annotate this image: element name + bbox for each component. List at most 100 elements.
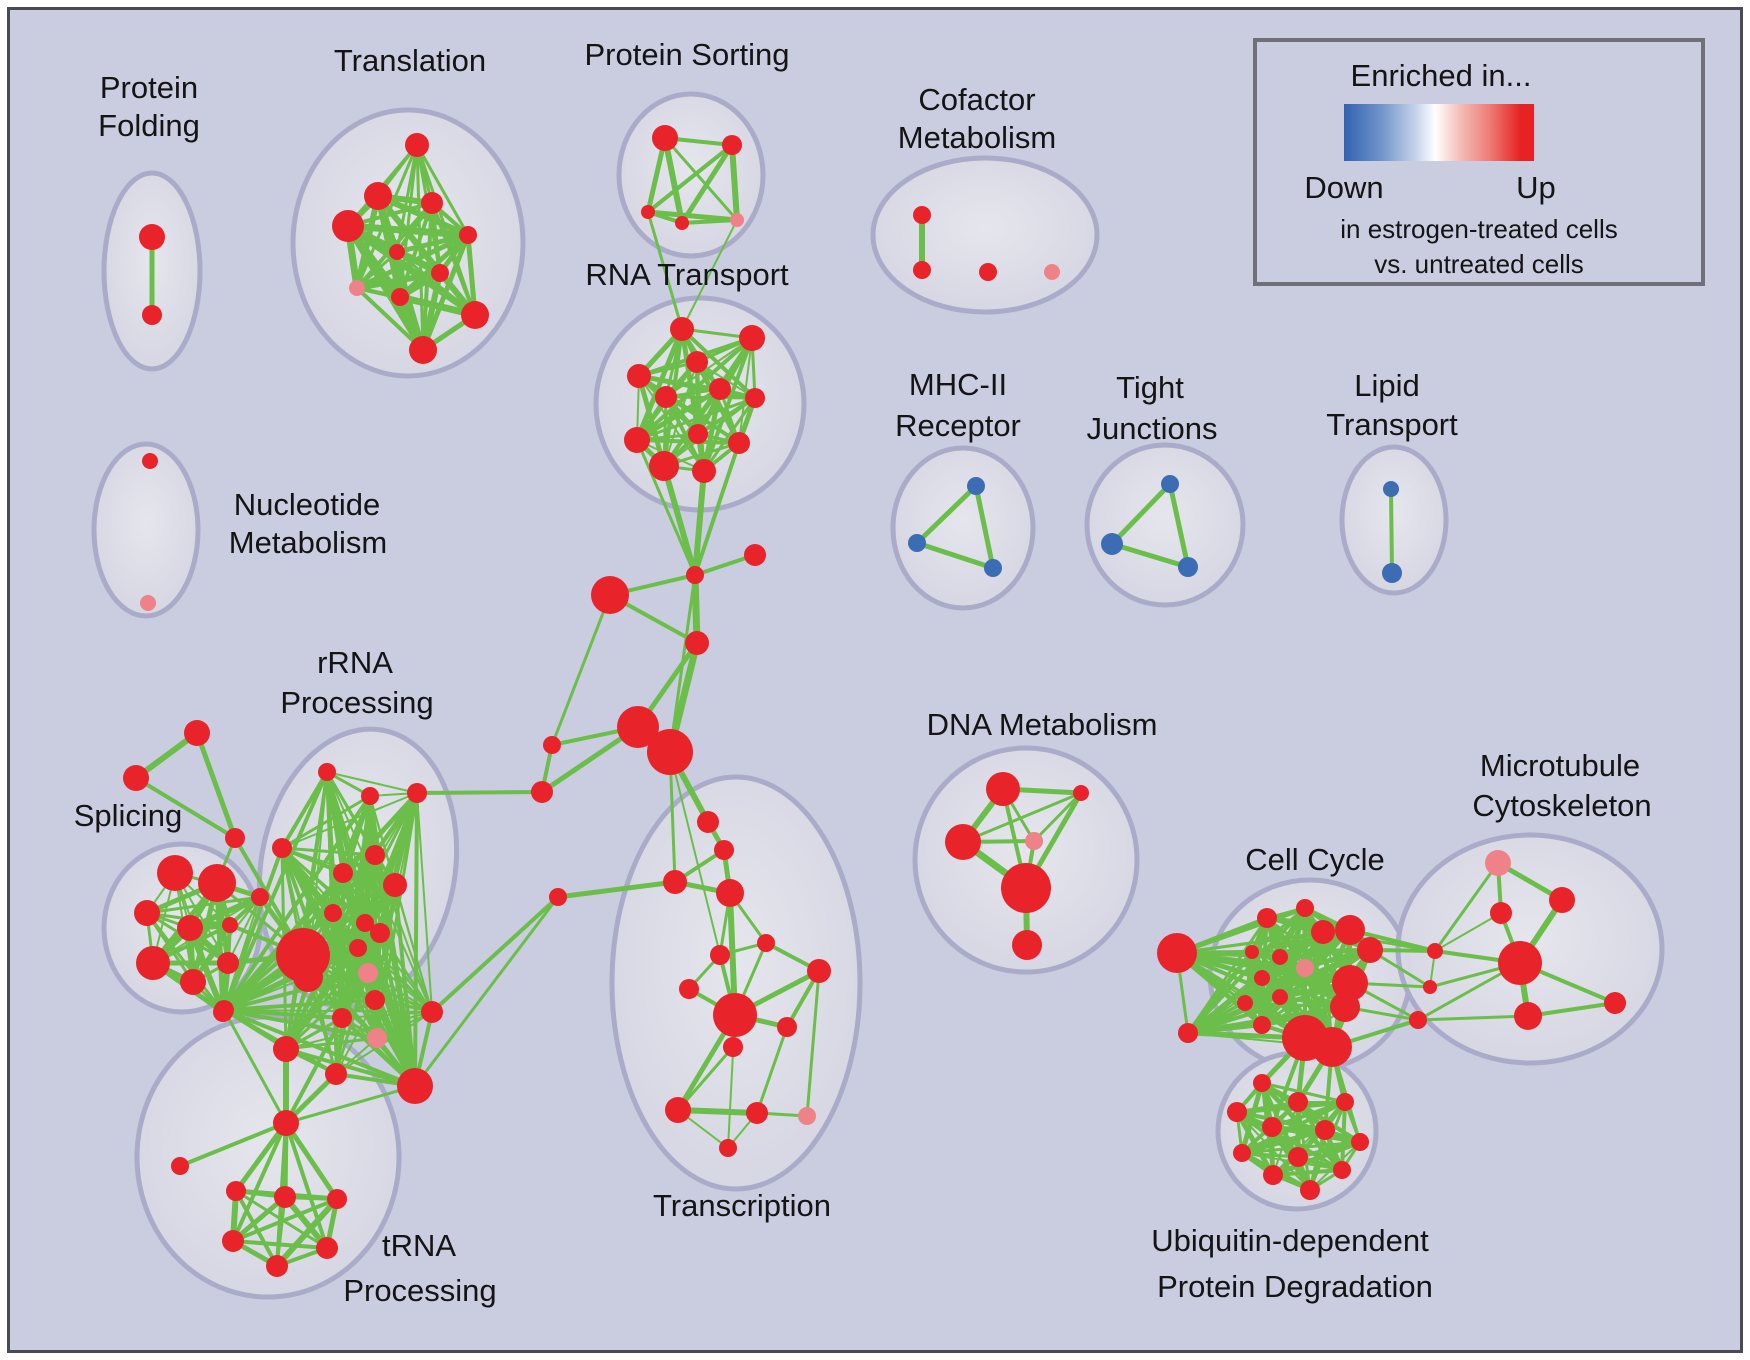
gene-set-node xyxy=(349,939,367,957)
tight-junctions-label: Tight xyxy=(1116,370,1184,405)
gene-set-node xyxy=(266,1255,288,1277)
gene-set-node xyxy=(1073,785,1089,801)
cofactor-metabolism-label: Metabolism xyxy=(898,120,1057,155)
gene-set-node xyxy=(745,388,765,408)
splicing-label: Splicing xyxy=(74,798,183,833)
edge xyxy=(230,1194,288,1244)
gene-set-node xyxy=(624,427,650,453)
gene-set-node xyxy=(967,477,985,495)
gene-set-node xyxy=(798,1107,816,1125)
gene-set-node xyxy=(617,706,659,748)
gene-set-node xyxy=(1296,959,1314,977)
gene-set-node xyxy=(1336,1093,1354,1111)
gene-set-node xyxy=(697,811,719,833)
edge xyxy=(344,222,472,239)
edge xyxy=(194,730,238,841)
gene-set-node xyxy=(1315,1120,1335,1140)
edge xyxy=(357,947,433,1013)
gene-set-node xyxy=(1233,1144,1251,1162)
gene-set-node xyxy=(649,451,679,481)
gene-set-node xyxy=(273,1110,299,1136)
gene-set-node xyxy=(627,364,651,388)
gene-set-node xyxy=(367,1028,387,1048)
gene-set-node xyxy=(549,888,567,906)
edge xyxy=(134,776,237,840)
gene-set-node xyxy=(461,301,489,329)
nucleotide-metabolism-label: Metabolism xyxy=(229,525,388,560)
gene-set-node xyxy=(1335,915,1365,945)
edge xyxy=(285,1011,433,1050)
edge xyxy=(680,218,739,225)
edge xyxy=(233,1120,289,1194)
lipid-transport-label: Lipid xyxy=(1354,368,1420,403)
gene-set-node xyxy=(184,720,210,746)
gene-set-node xyxy=(1012,930,1042,960)
edge xyxy=(1272,1101,1346,1176)
gene-set-node xyxy=(272,838,292,858)
edge xyxy=(282,1194,330,1251)
edge xyxy=(222,1008,417,1088)
edge xyxy=(914,540,996,571)
gene-set-node xyxy=(744,544,766,566)
edge xyxy=(661,463,698,578)
gene-set-node xyxy=(389,244,405,260)
mhc-ii-receptor-label: MHC-II xyxy=(909,367,1007,402)
edge xyxy=(394,884,433,1013)
gene-set-node xyxy=(142,305,162,325)
gene-set-node xyxy=(142,453,158,469)
gene-set-node xyxy=(364,182,392,210)
gene-set-node xyxy=(1157,933,1197,973)
gene-set-node xyxy=(692,459,716,483)
edge xyxy=(1185,949,1255,1036)
gene-set-node xyxy=(1263,1165,1283,1185)
gene-set-node xyxy=(1262,1117,1282,1137)
gene-set-node xyxy=(1357,937,1383,963)
tight-junctions-cluster-ellipse xyxy=(1084,442,1246,608)
gene-set-node xyxy=(217,952,239,974)
edge xyxy=(231,1197,339,1243)
gene-set-node xyxy=(409,336,437,364)
mhc-ii-receptor-cluster-ellipse xyxy=(890,445,1036,611)
gene-set-node xyxy=(273,1036,299,1062)
edge xyxy=(283,1120,340,1202)
gene-set-node xyxy=(1330,992,1360,1022)
edge xyxy=(430,895,560,1014)
transcription-label: Transcription xyxy=(653,1188,831,1223)
edge xyxy=(222,1008,288,1125)
edge xyxy=(702,396,757,473)
gene-set-node xyxy=(670,317,694,341)
edge xyxy=(234,1189,279,1268)
edge xyxy=(413,791,419,1088)
edge xyxy=(344,222,479,319)
gene-set-node xyxy=(913,206,931,224)
protein-sorting-cluster-ellipse xyxy=(616,91,766,259)
gene-set-node xyxy=(1351,1133,1369,1151)
gene-set-node xyxy=(1257,908,1277,928)
gene-set-node xyxy=(139,224,165,250)
edge xyxy=(284,1121,329,1250)
edge xyxy=(1434,912,1502,952)
edge xyxy=(1279,949,1371,998)
edge xyxy=(755,1025,789,1115)
edge xyxy=(355,286,425,352)
gene-set-node xyxy=(757,934,775,952)
gene-set-node xyxy=(1161,475,1179,493)
gene-set-node xyxy=(180,969,206,995)
edge xyxy=(354,232,471,291)
gene-set-node xyxy=(365,990,385,1010)
edge xyxy=(379,932,433,1013)
gene-set-node xyxy=(688,424,708,444)
edge xyxy=(394,232,471,255)
gene-set-node xyxy=(1288,1147,1308,1167)
edge xyxy=(961,791,1083,844)
gene-set-node xyxy=(979,263,997,281)
gene-set-node xyxy=(1296,899,1314,917)
edge xyxy=(1250,906,1307,954)
gene-set-node xyxy=(1178,1023,1198,1043)
gene-set-node xyxy=(333,863,353,883)
edge xyxy=(1270,1139,1363,1178)
trna-processing-label: Processing xyxy=(343,1273,496,1308)
protein-sorting-label: Protein Sorting xyxy=(584,37,789,72)
gene-set-node xyxy=(777,1017,797,1037)
